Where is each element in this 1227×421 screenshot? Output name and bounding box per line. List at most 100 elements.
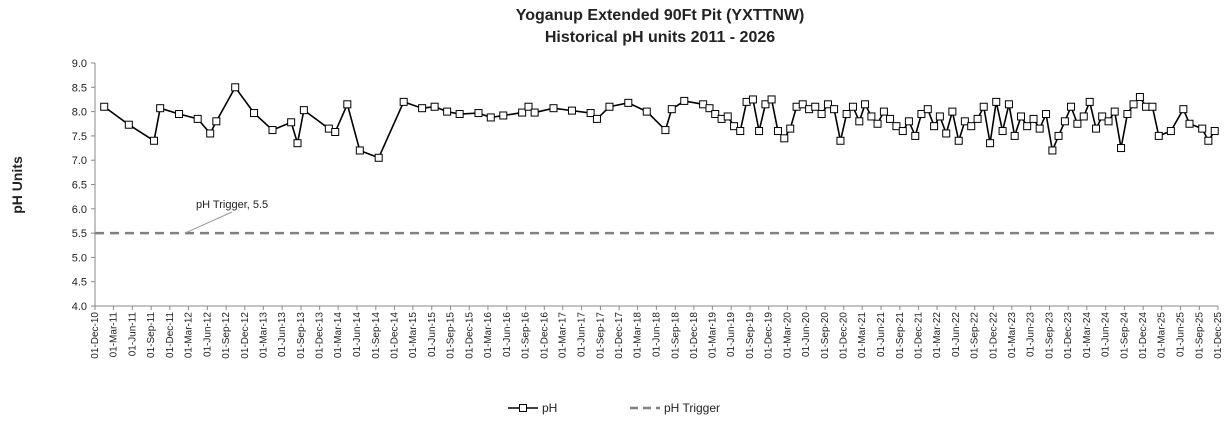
legend-label: pH Trigger [664, 401, 720, 415]
data-point [193, 114, 202, 123]
data-point [767, 95, 776, 104]
data-point [842, 110, 851, 119]
data-point [1048, 146, 1057, 155]
x-tick-label: 01-Dec-19 [764, 312, 775, 359]
x-tick-label: 01-Dec-21 [914, 312, 925, 359]
data-point [979, 102, 988, 111]
x-tick-label: 01-Jun-25 [1175, 312, 1186, 357]
data-point [1117, 144, 1126, 153]
x-tick-label: 01-Jun-12 [202, 312, 213, 357]
data-point [156, 104, 165, 113]
data-point [1179, 105, 1188, 114]
data-point [873, 119, 882, 128]
data-point [836, 136, 845, 145]
data-point [1004, 100, 1013, 109]
data-point [823, 100, 832, 109]
x-tick-label: 01-Dec-17 [614, 312, 625, 359]
data-point [736, 127, 745, 136]
x-tick-label: 01-Jun-24 [1101, 312, 1112, 357]
data-point [1060, 117, 1069, 126]
y-tick-label: 9.0 [72, 58, 87, 70]
y-tick-label: 8.0 [72, 107, 87, 119]
data-point [786, 124, 795, 133]
data-point [175, 110, 184, 119]
data-point [355, 146, 364, 155]
data-point [705, 104, 714, 113]
data-point [1104, 117, 1113, 126]
data-point [1129, 100, 1138, 109]
data-point [586, 109, 595, 118]
data-point [1154, 131, 1163, 140]
data-point [886, 114, 895, 123]
data-point [293, 139, 302, 148]
data-point [811, 102, 820, 111]
data-point [455, 110, 464, 119]
data-point [1073, 119, 1082, 128]
data-point [780, 134, 789, 143]
x-tick-label: 01-Dec-13 [315, 312, 326, 359]
data-point [250, 109, 259, 118]
data-point [1204, 136, 1213, 145]
data-point [1098, 112, 1107, 121]
data-point [1042, 110, 1051, 119]
data-point [911, 131, 920, 140]
data-point [935, 112, 944, 121]
data-point [930, 122, 939, 131]
x-tick-label: 01-Dec-23 [1063, 312, 1074, 359]
x-tick-label: 01-Mar-11 [108, 312, 119, 358]
x-tick-label: 01-Mar-12 [183, 312, 194, 359]
data-point [231, 83, 240, 92]
x-tick-label: 01-Dec-18 [689, 312, 700, 359]
data-point [499, 111, 508, 120]
data-point [942, 129, 951, 138]
data-point [1123, 110, 1132, 119]
data-point [518, 108, 527, 117]
data-point [954, 136, 963, 145]
x-tick-label: 01-Mar-15 [408, 312, 419, 359]
data-point [817, 110, 826, 119]
data-point [268, 126, 277, 135]
data-point [992, 97, 1001, 106]
y-tick-label: 5.0 [72, 252, 87, 264]
data-point [748, 95, 757, 104]
data-point [1110, 107, 1119, 116]
data-point [855, 117, 864, 126]
data-point [1210, 127, 1219, 136]
x-tick-label: 01-Sep-20 [820, 312, 831, 359]
data-point [124, 120, 133, 129]
x-tick-label: 01-Sep-17 [595, 312, 606, 359]
x-tick-label: 01-Sep-19 [745, 312, 756, 359]
data-point [998, 127, 1007, 136]
x-tick-label: 01-Jun-23 [1026, 312, 1037, 357]
data-point [904, 117, 913, 126]
chart-title: Yoganup Extended 90Ft Pit (YXTTNW) [516, 7, 805, 24]
x-tick-label: 01-Sep-25 [1194, 312, 1205, 359]
x-tick-label: 01-Mar-14 [333, 312, 344, 359]
x-tick-label: 01-Sep-18 [670, 312, 681, 359]
data-point [524, 102, 533, 111]
data-point [1029, 114, 1038, 123]
data-point [986, 139, 995, 148]
data-point [1092, 124, 1101, 133]
data-point [530, 108, 539, 117]
x-tick-label: 01-Sep-11 [146, 312, 157, 358]
x-tick-label: 01-Sep-15 [446, 312, 457, 359]
x-tick-label: 01-Jun-17 [577, 312, 588, 357]
data-point [830, 105, 839, 114]
data-point [867, 112, 876, 121]
data-point [418, 104, 427, 113]
data-point [1185, 119, 1194, 128]
x-tick-label: 01-Jun-13 [277, 312, 288, 357]
x-tick-label: 01-Sep-21 [895, 312, 906, 359]
x-tick-label: 01-Sep-24 [1120, 312, 1131, 359]
data-point [761, 100, 770, 109]
data-point [206, 129, 215, 138]
data-point [967, 122, 976, 131]
data-point [923, 105, 932, 114]
x-tick-label: 01-Sep-22 [970, 312, 981, 359]
x-tick-label: 01-Mar-24 [1082, 312, 1093, 359]
y-tick-label: 7.0 [72, 155, 87, 167]
data-point [892, 122, 901, 131]
data-point [723, 112, 732, 121]
x-tick-label: 01-Jun-16 [502, 312, 513, 357]
